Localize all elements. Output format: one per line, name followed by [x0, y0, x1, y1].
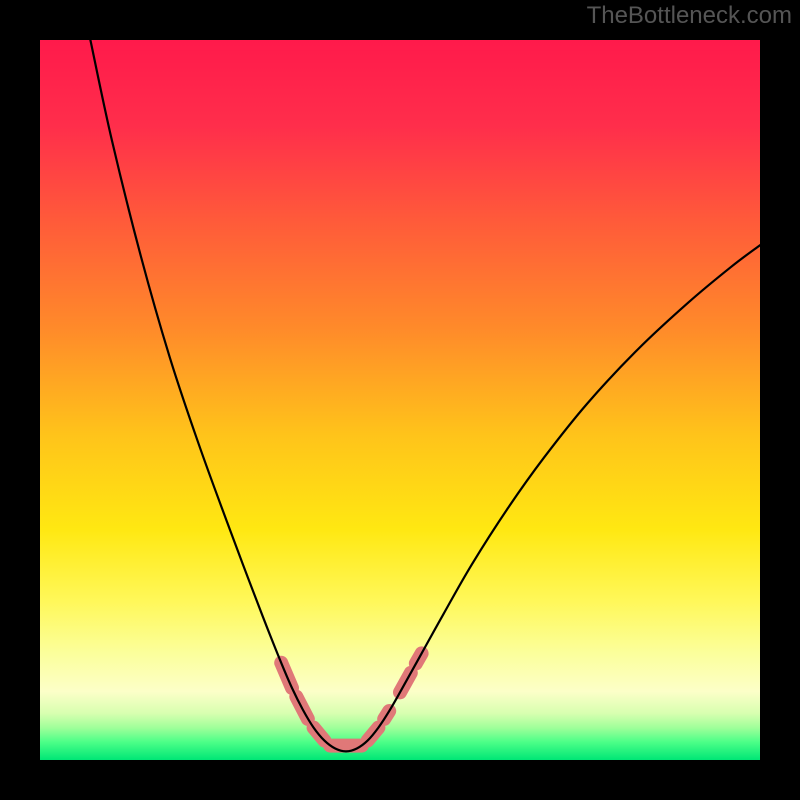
bottleneck-chart	[0, 0, 800, 800]
chart-stage: TheBottleneck.com	[0, 0, 800, 800]
gradient-background	[40, 40, 760, 760]
